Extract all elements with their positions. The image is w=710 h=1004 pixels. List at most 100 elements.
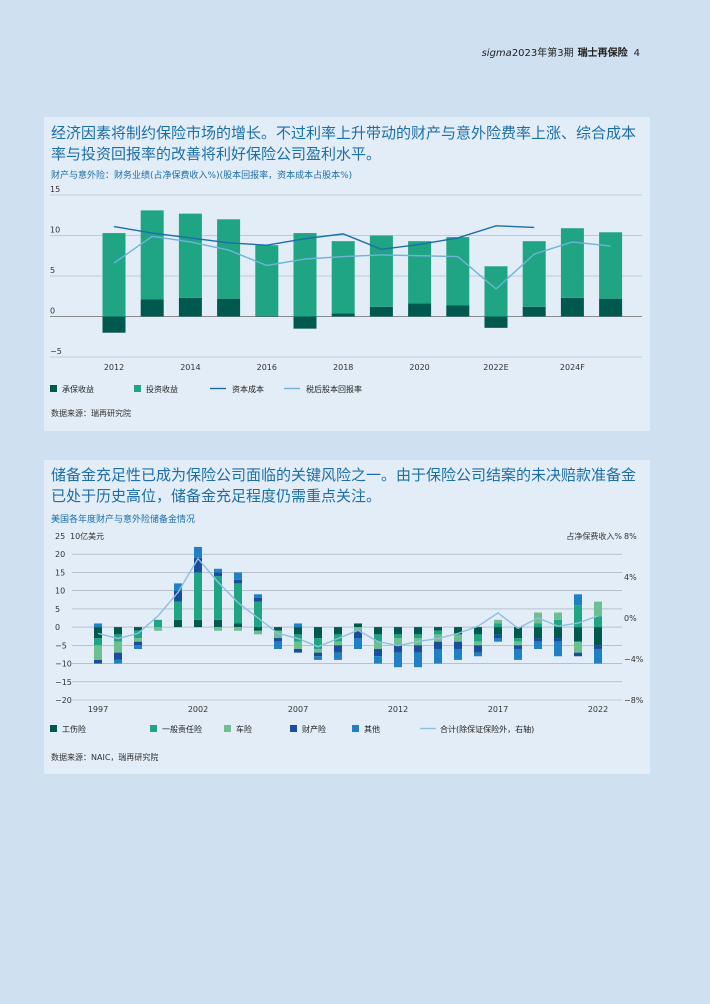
bar-auto <box>454 634 462 642</box>
legend-auto-swatch <box>224 725 231 732</box>
bar-property <box>334 645 342 653</box>
headline-1: 经济因素将制约保险市场的增长。不过利率上升带动的财产与意外险费率上涨、综合成本率… <box>51 124 637 163</box>
y-tick-label: 20 <box>55 550 65 559</box>
bar-general-liability <box>94 638 102 646</box>
bar-auto <box>94 645 102 660</box>
bar-property <box>114 652 122 660</box>
y-tick-label: −20 <box>55 696 72 705</box>
line-roe <box>113 235 611 290</box>
bar-auto <box>514 641 522 646</box>
x-tick-label: 2007 <box>288 705 308 714</box>
bar-underwriting <box>217 298 241 317</box>
bar-other <box>414 652 422 668</box>
y-tick-label: 25 <box>55 532 65 541</box>
y-tick-label: −15 <box>55 678 72 687</box>
legend-roe: 税后股本回报率 <box>306 384 362 394</box>
bar-general-liability <box>194 572 202 620</box>
legend-workers-comp-swatch <box>50 725 57 732</box>
x-tick-label: 2012 <box>388 705 408 714</box>
legend-underwriting-swatch <box>50 385 57 392</box>
legend-other: 其他 <box>364 724 380 734</box>
bar-investment <box>140 210 164 300</box>
bar-auto <box>114 641 122 653</box>
bar-other <box>514 648 522 660</box>
figure-panel-2: 储备金充足性已成为保险公司面临的关键风险之一。由于保险公司结案的未决赔款准备金已… <box>44 460 650 774</box>
bar-other <box>314 656 322 660</box>
y-tick-label: −5 <box>55 641 67 650</box>
bar-other <box>94 623 102 628</box>
legend-other-swatch <box>352 725 359 732</box>
bar-underwriting <box>255 315 279 317</box>
bar-property <box>234 579 242 584</box>
chart-2-source: 数据来源：NAIC，瑞再研究院 <box>51 753 159 762</box>
bar-investment <box>331 241 355 314</box>
bar-workers-comp <box>554 627 562 639</box>
bar-other <box>494 638 502 642</box>
y-tick-label: −5 <box>50 347 62 356</box>
bar-other <box>474 652 482 657</box>
bar-general-liability <box>174 601 182 620</box>
bar-workers-comp <box>594 627 602 646</box>
bar-investment <box>102 233 126 317</box>
bar-general-liability <box>434 630 442 635</box>
bar-other <box>594 648 602 664</box>
bar-general-liability <box>154 619 162 628</box>
header-brand: 瑞士再保险 <box>577 48 628 59</box>
bar-auto <box>134 638 142 642</box>
x-tick-label: 2014 <box>180 363 200 372</box>
bar-investment <box>599 232 623 299</box>
bar-investment <box>446 237 470 306</box>
bar-general-liability <box>554 619 562 628</box>
bar-underwriting <box>484 316 508 328</box>
header-issue: 2023年第3期 <box>511 48 574 59</box>
bar-investment <box>369 235 393 307</box>
y-tick-label: 10 <box>50 226 60 235</box>
bar-underwriting <box>599 298 623 317</box>
bar-workers-comp <box>514 627 522 639</box>
x-tick-label: 2022 <box>588 705 608 714</box>
bar-general-liability <box>534 623 542 628</box>
line-total-right-axis <box>97 557 599 648</box>
bar-general-liability <box>214 576 222 620</box>
bar-workers-comp <box>414 627 422 635</box>
bar-underwriting <box>331 313 355 317</box>
bar-workers-comp <box>114 627 122 635</box>
bar-property <box>494 634 502 639</box>
x-tick-label: 1997 <box>88 705 108 714</box>
bar-auto <box>594 601 602 617</box>
bar-other <box>394 652 402 668</box>
y2-tick-label: −4% <box>624 655 644 664</box>
y-tick-label: 15 <box>55 568 65 577</box>
bar-property <box>174 590 182 602</box>
legend-general-liability: 一般责任险 <box>162 724 202 734</box>
bar-underwriting <box>446 305 470 317</box>
bar-general-liability <box>514 638 522 642</box>
bar-investment <box>484 266 508 317</box>
bar-other <box>574 594 582 606</box>
bar-other <box>434 648 442 664</box>
bar-auto <box>314 648 322 653</box>
bar-auto <box>354 627 362 631</box>
bar-property <box>94 659 102 664</box>
bar-workers-comp <box>534 627 542 639</box>
bar-property <box>194 557 202 573</box>
bar-other <box>254 594 262 598</box>
bar-other <box>454 648 462 660</box>
chart-2: 10亿美元 占净保费收入% 25 20 15 10 5 0 −5 −10 −15 −20 8% 4% 0% −… <box>50 531 644 734</box>
bar-other <box>374 656 382 664</box>
x-tick-label: 2018 <box>333 363 353 372</box>
bar-workers-comp <box>194 619 202 628</box>
bar-auto <box>154 627 162 631</box>
chart-1: 15 10 5 0 −5 2012 2014 2016 2018 2020 2022E 2024F 承保… <box>50 185 642 394</box>
bar-other <box>354 638 362 649</box>
bar-workers-comp <box>174 619 182 628</box>
bar-auto <box>574 641 582 653</box>
bar-investment <box>178 213 202 298</box>
bar-workers-comp <box>254 627 262 631</box>
bar-general-liability <box>134 630 142 639</box>
bar-investment <box>255 245 279 316</box>
x-tick-label: 2002 <box>188 705 208 714</box>
bar-auto <box>234 627 242 631</box>
page-header: sigma2023年第3期 瑞士再保险 4 <box>482 44 640 59</box>
bar-property <box>394 645 402 653</box>
